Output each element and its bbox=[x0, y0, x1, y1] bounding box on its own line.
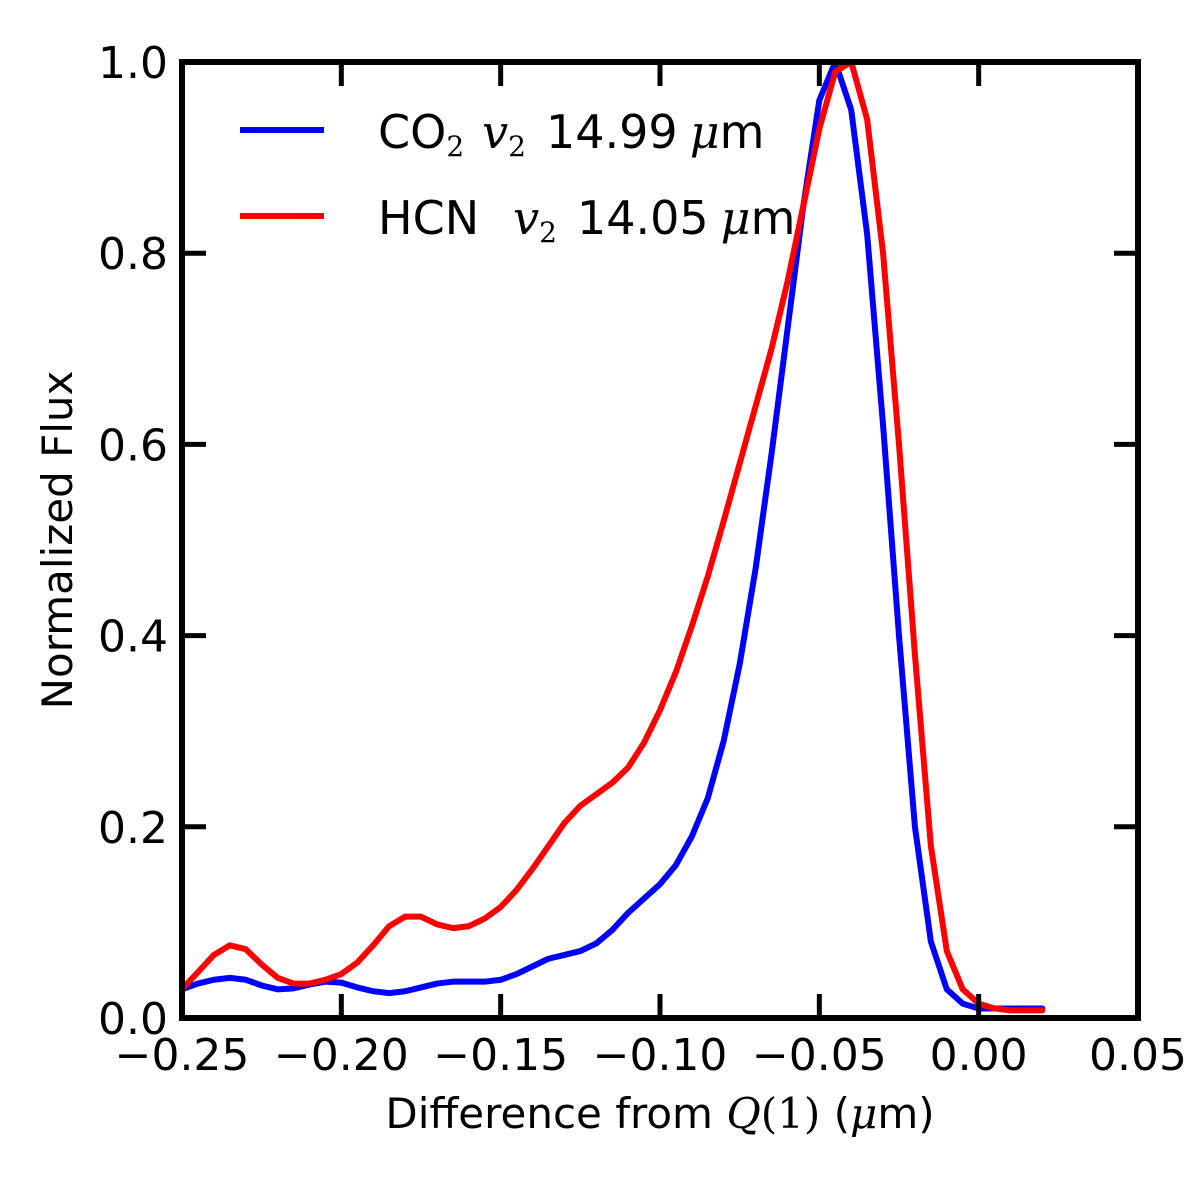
y-tick-label: 0.4 bbox=[98, 612, 168, 663]
x-tick-label: −0.25 bbox=[115, 1030, 250, 1081]
legend-entry-hcn: HCN v2 14.05 μm bbox=[240, 191, 795, 249]
x-tick-label: −0.20 bbox=[274, 1030, 409, 1081]
legend-label-hcn: HCN v2 14.05 μm bbox=[378, 191, 795, 249]
x-tick-label: −0.05 bbox=[752, 1030, 887, 1081]
x-tick-label: 0.05 bbox=[1089, 1030, 1187, 1081]
x-axis-label: Difference from Q(1) (μm) bbox=[385, 1089, 934, 1138]
series-line-hcn bbox=[182, 62, 1046, 1014]
tick-labels-layer: −0.25 −0.20 −0.15 −0.10 −0.05 0.00 0.05 0.0 0.2 0… bbox=[98, 38, 1187, 1081]
x-tick-label: −0.10 bbox=[593, 1030, 728, 1081]
y-tick-label: 0.8 bbox=[98, 229, 168, 280]
y-axis-label: Normalized Flux bbox=[33, 371, 82, 710]
y-tick-label: 0.0 bbox=[98, 994, 168, 1045]
legend-entry-co2: CO2 v2 14.99 μm bbox=[240, 105, 764, 163]
x-tick-label: −0.15 bbox=[433, 1030, 568, 1081]
y-tick-label: 1.0 bbox=[98, 38, 168, 89]
y-tick-label: 0.2 bbox=[98, 803, 168, 854]
series-layer bbox=[182, 62, 1046, 1014]
legend-label-co2: CO2 v2 14.99 μm bbox=[378, 105, 764, 163]
x-tick-label: 0.00 bbox=[930, 1030, 1028, 1081]
ticks-layer bbox=[179, 59, 1141, 1021]
y-tick-label: 0.6 bbox=[98, 420, 168, 471]
legend: CO2 v2 14.99 μm HCN v2 14.05 μm bbox=[240, 105, 795, 249]
